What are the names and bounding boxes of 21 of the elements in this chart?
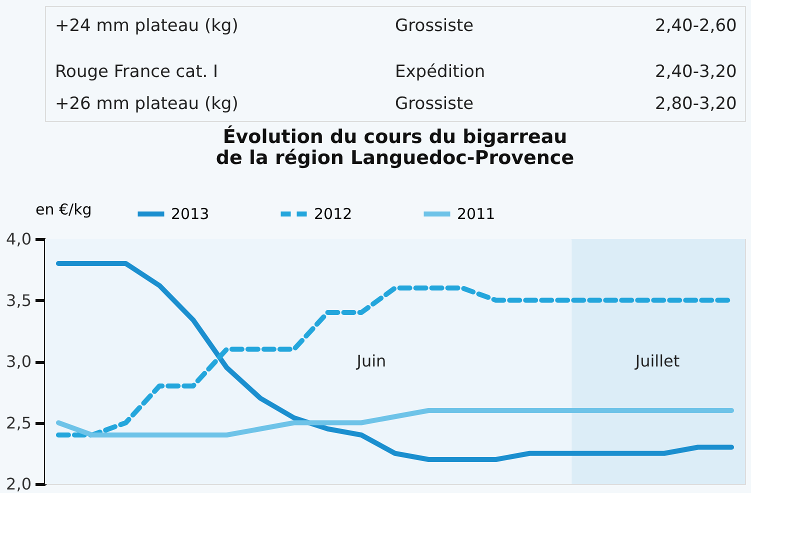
text: 2,80-3,20: [655, 94, 737, 114]
text: 2,40-2,60: [655, 16, 737, 36]
y-tick-label: 3,5: [6, 290, 32, 310]
annotation: Juillet: [634, 352, 680, 370]
legend-label: 2011: [457, 205, 496, 223]
y-tick-label: 3,0: [6, 352, 32, 371]
text: Grossiste: [395, 94, 474, 114]
annotation: Juin: [356, 352, 386, 370]
text: Grossiste: [395, 16, 474, 36]
text: 2,40-3,20: [655, 62, 737, 82]
text: Rouge France cat. I: [55, 62, 218, 82]
chart-title: Évolution du cours du bigarreau de la région Languedoc-Provence: [216, 125, 574, 169]
legend-label: 2013: [171, 205, 210, 223]
y-tick-label: 2,5: [6, 413, 32, 432]
text: +26 mm plateau (kg): [55, 94, 238, 114]
legend-label: 2012: [314, 205, 352, 223]
y-tick-label: 4,0: [6, 230, 32, 248]
text: +24 mm plateau (kg): [55, 16, 238, 36]
y-tick-label: 2,0: [6, 474, 32, 494]
text: Expédition: [395, 62, 486, 82]
y-axis-title: en €/kg: [36, 200, 92, 218]
